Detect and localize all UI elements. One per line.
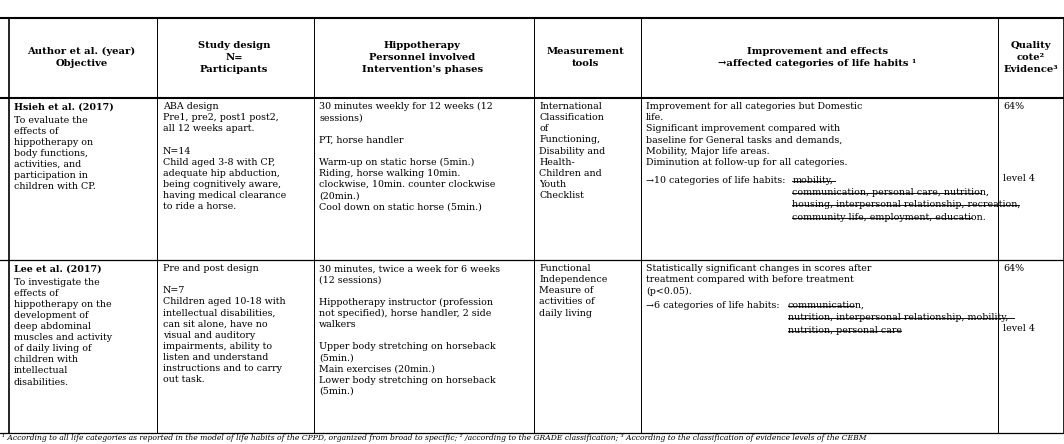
Text: Improvement and effects
→affected categories of life habits ¹: Improvement and effects →affected catego… [718,48,917,68]
Text: ¹ According to all life categories as reported in the model of life habits of th: ¹ According to all life categories as re… [2,434,866,442]
Text: Hippotherapy
Personnel involved
Intervention's phases: Hippotherapy Personnel involved Interven… [362,41,483,74]
Text: Hsieh et al. (2017): Hsieh et al. (2017) [14,102,114,111]
Text: 64%: 64% [1003,102,1025,111]
Text: Lee et al. (2017): Lee et al. (2017) [14,264,101,273]
Text: communication,: communication, [787,301,865,310]
Text: Measurement
tools: Measurement tools [546,48,625,68]
Text: level 4: level 4 [1003,174,1035,183]
Text: Study design
N=
Participants: Study design N= Participants [198,41,270,74]
Text: →6 categories of life habits:: →6 categories of life habits: [646,301,782,310]
Text: 64%: 64% [1003,264,1025,273]
Text: To evaluate the
effects of
hippotherapy on
body functions,
activities, and
parti: To evaluate the effects of hippotherapy … [14,115,96,191]
Text: Statistically significant changes in scores after
treatment compared with before: Statistically significant changes in sco… [646,264,871,296]
Text: nutrition, interpersonal relationship, mobility,: nutrition, interpersonal relationship, m… [787,313,1008,322]
Text: →10 categories of life habits:: →10 categories of life habits: [646,176,788,185]
Text: 30 minutes weekly for 12 weeks (12
sessions)

PT, horse handler

Warm-up on stat: 30 minutes weekly for 12 weeks (12 sessi… [319,102,496,211]
Text: To investigate the
effects of
hippotherapy on the
development of
deep abdominal
: To investigate the effects of hippothera… [14,278,112,387]
Text: Pre and post design

N=7
Children aged 10-18 with
intellectual disabilities,
can: Pre and post design N=7 Children aged 10… [163,264,285,384]
Text: community life, employment, education.: community life, employment, education. [793,213,986,222]
Text: mobility,: mobility, [793,176,833,185]
Text: Author et al. (year)
Objective: Author et al. (year) Objective [28,47,135,68]
Text: housing, interpersonal relationship, recreation,: housing, interpersonal relationship, rec… [793,200,1020,209]
Text: International
Classification
of
Functioning,
Disability and
Health-
Children and: International Classification of Function… [539,102,605,200]
Text: communication, personal care, nutrition,: communication, personal care, nutrition, [793,188,990,197]
Text: 30 minutes, twice a week for 6 weeks
(12 sessions)

Hippotherapy instructor (pro: 30 minutes, twice a week for 6 weeks (12… [319,264,500,396]
Text: Improvement for all categories but Domestic
life.
Significant improvement compar: Improvement for all categories but Domes… [646,102,862,166]
Text: Functional
Independence
Measure of
activities of
daily living: Functional Independence Measure of activ… [539,264,608,317]
Text: nutrition, personal care: nutrition, personal care [787,325,901,335]
Text: Quality
cote²
Evidence³: Quality cote² Evidence³ [1003,41,1059,74]
Text: ABA design
Pre1, pre2, post1 post2,
all 12 weeks apart.

N=14
Child aged 3-8 wit: ABA design Pre1, pre2, post1 post2, all … [163,102,286,211]
Text: level 4: level 4 [1003,324,1035,333]
